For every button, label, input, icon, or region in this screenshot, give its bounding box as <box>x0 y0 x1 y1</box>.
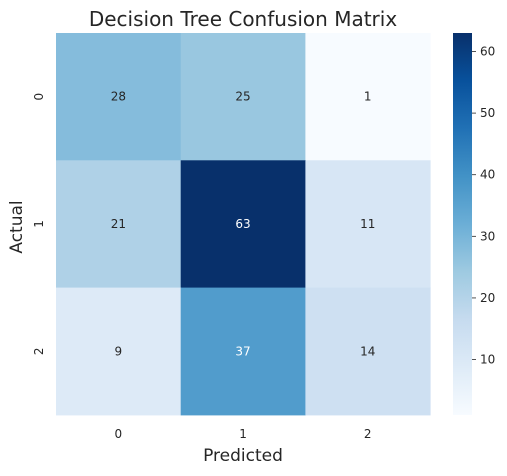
heatmap-cell <box>305 160 431 289</box>
chart-title: Decision Tree Confusion Matrix <box>89 7 398 31</box>
x-tick-label: 2 <box>364 427 372 441</box>
heatmap-cell-labels: 28 25 1 21 63 11 9 37 14 <box>111 90 376 359</box>
colorbar-tick-label: 50 <box>480 106 495 120</box>
colorbar-tick-label: 20 <box>480 291 495 305</box>
heatmap-cell <box>305 33 431 161</box>
heatmap-cell <box>56 33 182 161</box>
heatmap-cell <box>56 287 182 416</box>
x-axis-ticks: 0 1 2 <box>115 427 372 441</box>
cell-value-label: 37 <box>235 344 250 358</box>
x-tick-label: 1 <box>239 427 247 441</box>
heatmap-cell <box>180 160 306 289</box>
y-tick-label: 1 <box>32 220 46 228</box>
cell-value-label: 11 <box>360 217 375 231</box>
heatmap-cells <box>56 33 431 416</box>
y-tick-label: 0 <box>32 93 46 101</box>
y-axis-label: Actual <box>7 200 27 253</box>
cell-value-label: 28 <box>111 90 126 104</box>
colorbar-tick-label: 30 <box>480 229 495 243</box>
y-axis-ticks: 0 1 2 <box>32 93 46 355</box>
colorbar-tick-label: 60 <box>480 44 495 58</box>
cell-value-label: 21 <box>111 217 126 231</box>
cell-value-label: 63 <box>235 217 250 231</box>
colorbar <box>453 33 472 415</box>
colorbar-tick-label: 10 <box>480 353 495 367</box>
heatmap-cell <box>305 287 431 416</box>
cell-value-label: 25 <box>235 90 250 104</box>
cell-value-label: 14 <box>360 344 375 358</box>
colorbar-tick-label: 40 <box>480 168 495 182</box>
colorbar-ticks: 10 20 30 40 50 60 <box>472 44 495 367</box>
cell-value-label: 1 <box>364 90 372 104</box>
x-tick-label: 0 <box>115 427 123 441</box>
heatmap-cell <box>56 160 182 289</box>
cell-value-label: 9 <box>115 344 123 358</box>
heatmap-cell <box>180 33 306 161</box>
y-tick-label: 2 <box>32 347 46 355</box>
heatmap-cell <box>180 287 306 416</box>
x-axis-label: Predicted <box>203 446 283 466</box>
